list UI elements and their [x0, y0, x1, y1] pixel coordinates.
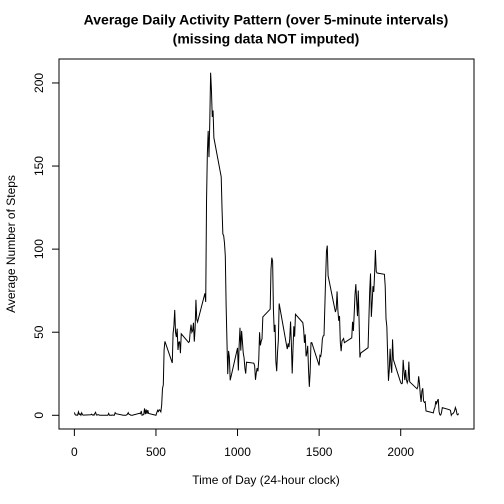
- chart-subtitle: (missing data NOT imputed): [173, 31, 360, 47]
- data-line: [73, 72, 460, 417]
- x-tick-label: 2000: [387, 445, 414, 459]
- x-tick-label: 0: [71, 445, 78, 459]
- x-tick-label: 1000: [224, 445, 251, 459]
- x-tick-label: 1500: [306, 445, 333, 459]
- y-axis-label: Average Number of Steps: [4, 175, 18, 313]
- y-tick-label: 50: [32, 325, 46, 339]
- x-axis-label: Time of Day (24-hour clock): [192, 473, 340, 487]
- y-tick-label: 200: [32, 73, 46, 93]
- x-tick-label: 500: [146, 445, 166, 459]
- chart-title: Average Daily Activity Pattern (over 5-m…: [84, 12, 449, 28]
- y-tick-label: 0: [32, 412, 46, 419]
- y-tick-label: 150: [32, 156, 46, 176]
- y-tick-label: 100: [32, 239, 46, 259]
